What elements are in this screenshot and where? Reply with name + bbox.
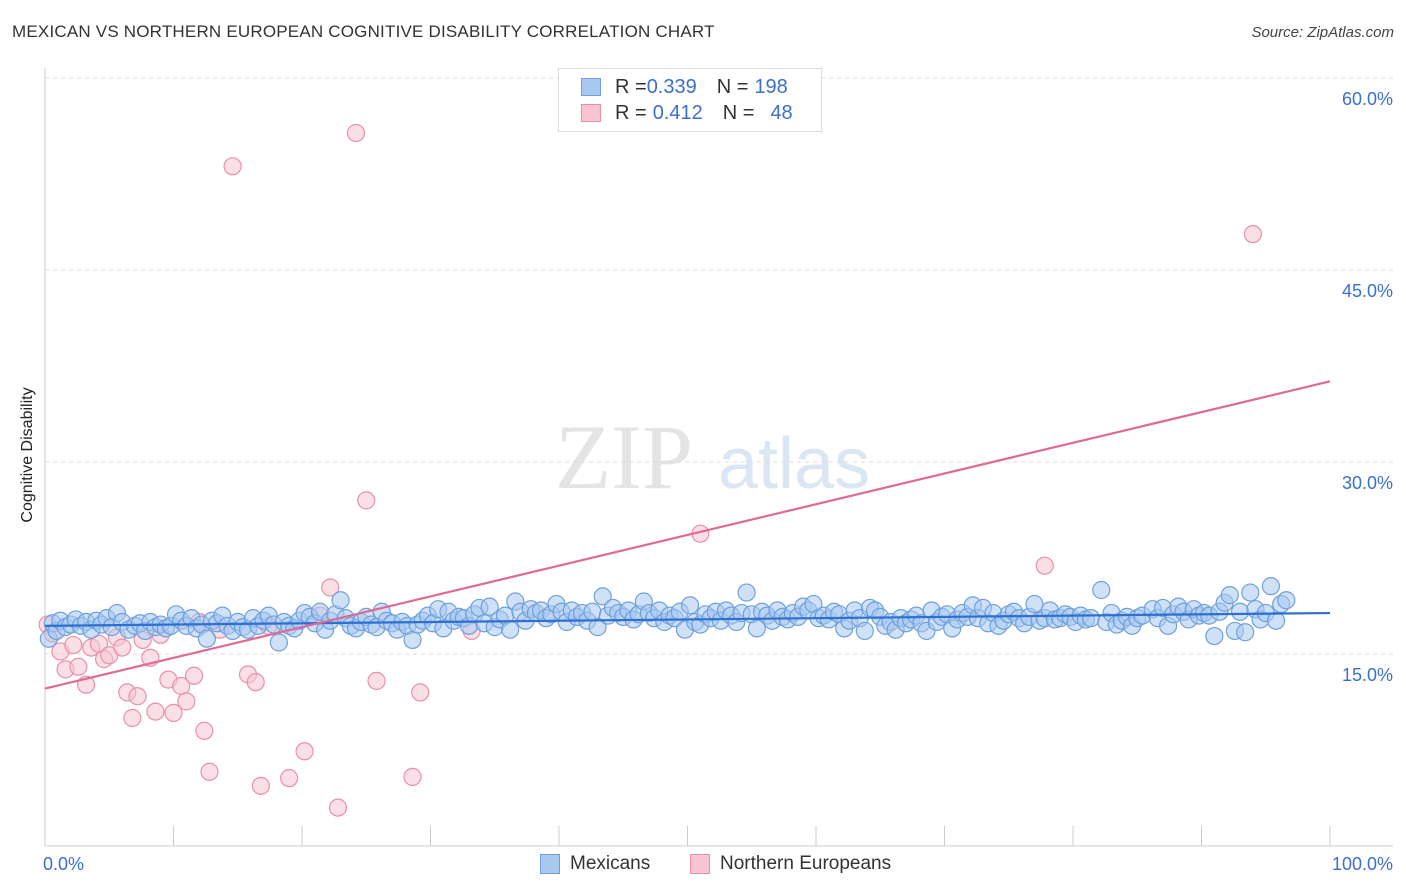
northern-europeans-point — [411, 683, 430, 702]
northern-europeans-legend-swatch — [690, 854, 710, 874]
northern-europeans-point — [357, 491, 376, 510]
northern-europeans-point — [128, 687, 147, 706]
chart-title: MEXICAN VS NORTHERN EUROPEAN COGNITIVE D… — [12, 22, 715, 41]
mexicans-point — [1266, 611, 1286, 630]
source-label: Source: ZipAtlas.com — [1251, 24, 1394, 41]
mexicans-point — [593, 587, 612, 606]
northern-europeans-point — [321, 578, 340, 597]
x-tick-label: 100.0% — [1332, 854, 1393, 874]
mexicans-point — [403, 630, 422, 650]
northern-europeans-point — [1243, 225, 1263, 244]
mexicans-point — [583, 602, 602, 621]
mexicans-point — [1230, 602, 1250, 621]
mexicans-point — [680, 596, 700, 615]
r-label: R = — [615, 101, 647, 124]
northern-europeans-point — [328, 798, 348, 817]
y-tick-label: 45.0% — [1342, 281, 1393, 301]
mexicans-point — [855, 621, 874, 641]
y-axis-label: Cognitive Disability — [19, 387, 36, 523]
mexicans-point — [737, 583, 756, 602]
legend-item-northern-europeans: Northern Europeans — [690, 852, 891, 876]
mexicans-legend-swatch — [540, 854, 560, 874]
n-value: 198 — [754, 75, 788, 98]
northern-europeans-point — [69, 657, 88, 676]
r-value: 0.412 — [652, 101, 703, 124]
r-label: R = — [615, 75, 647, 98]
northern-europeans-point — [251, 776, 270, 795]
mexicans-point — [1220, 586, 1239, 605]
mexicans-point — [1236, 623, 1255, 642]
mexicans-point — [1092, 580, 1111, 600]
legend-row-mexicans: R = 0.339 N = 198 — [581, 75, 788, 99]
trendlines — [44, 380, 1331, 690]
n-label: N = — [722, 101, 755, 124]
northern-europeans-point — [123, 708, 142, 728]
northern-europeans-point — [164, 703, 183, 722]
northern-europeans-swatch — [581, 104, 601, 122]
mexicans-point — [1025, 594, 1044, 614]
northern-europeans-point — [184, 666, 204, 685]
northern-europeans-point — [346, 123, 366, 143]
northern-europeans-point — [177, 692, 196, 711]
y-tick-label: 30.0% — [1342, 473, 1393, 493]
correlation-legend: R = 0.339 N = 198 R = 0.412 N = 48 — [558, 68, 822, 132]
mexicans-point — [747, 619, 766, 638]
legend-item-mexicans: Mexicans — [540, 852, 650, 876]
y-tick-label: 15.0% — [1342, 665, 1393, 685]
northern-europeans-point — [64, 635, 83, 655]
mexicans-point — [1081, 609, 1101, 628]
northern-europeans-point — [367, 671, 386, 690]
legend-label-northern-europeans: Northern Europeans — [720, 853, 892, 874]
watermark-atlas: atlas — [718, 424, 870, 504]
tick-labels: 15.0% 30.0% 45.0% 60.0% 0.0% 100.0% — [43, 89, 1393, 874]
mexicans-swatch — [581, 78, 601, 96]
mexicans-point — [588, 618, 607, 637]
mexicans-point — [480, 597, 499, 616]
mexicans-point — [331, 591, 350, 610]
northern-europeans-point — [280, 769, 299, 788]
northern-europeans-point — [146, 702, 165, 721]
northern-europeans-trendline — [44, 380, 1331, 690]
northern-europeans-point — [195, 721, 214, 740]
mexicans-point — [1241, 583, 1260, 602]
mexicans-point — [501, 620, 520, 639]
northern-europeans-point — [200, 762, 219, 781]
n-value: 48 — [770, 101, 793, 124]
northern-europeans-point — [223, 157, 242, 176]
watermark-zip: ZIP — [555, 406, 693, 508]
r-value: 0.339 — [646, 75, 697, 98]
n-label: N = — [716, 75, 749, 98]
mexicans-point — [1205, 626, 1224, 646]
gridlines — [45, 77, 1393, 655]
x-tick-label: 0.0% — [43, 854, 84, 874]
northern-europeans-point — [1035, 556, 1054, 575]
mexicans-point — [197, 629, 217, 648]
mexicans-trendline — [44, 611, 1331, 627]
mexicans-point — [1277, 591, 1296, 610]
mexicans-point — [1261, 577, 1280, 596]
northern-europeans-point — [295, 742, 314, 761]
mexicans-point — [269, 633, 288, 652]
legend-label-mexicans: Mexicans — [570, 853, 651, 874]
legend-row-northern-europeans: R = 0.412 N = 48 — [581, 101, 793, 125]
axes — [44, 68, 1393, 847]
northern-europeans-point — [403, 767, 422, 786]
northern-europeans-point — [112, 638, 132, 657]
y-tick-label: 60.0% — [1342, 89, 1393, 109]
northern-europeans-point — [246, 673, 265, 692]
